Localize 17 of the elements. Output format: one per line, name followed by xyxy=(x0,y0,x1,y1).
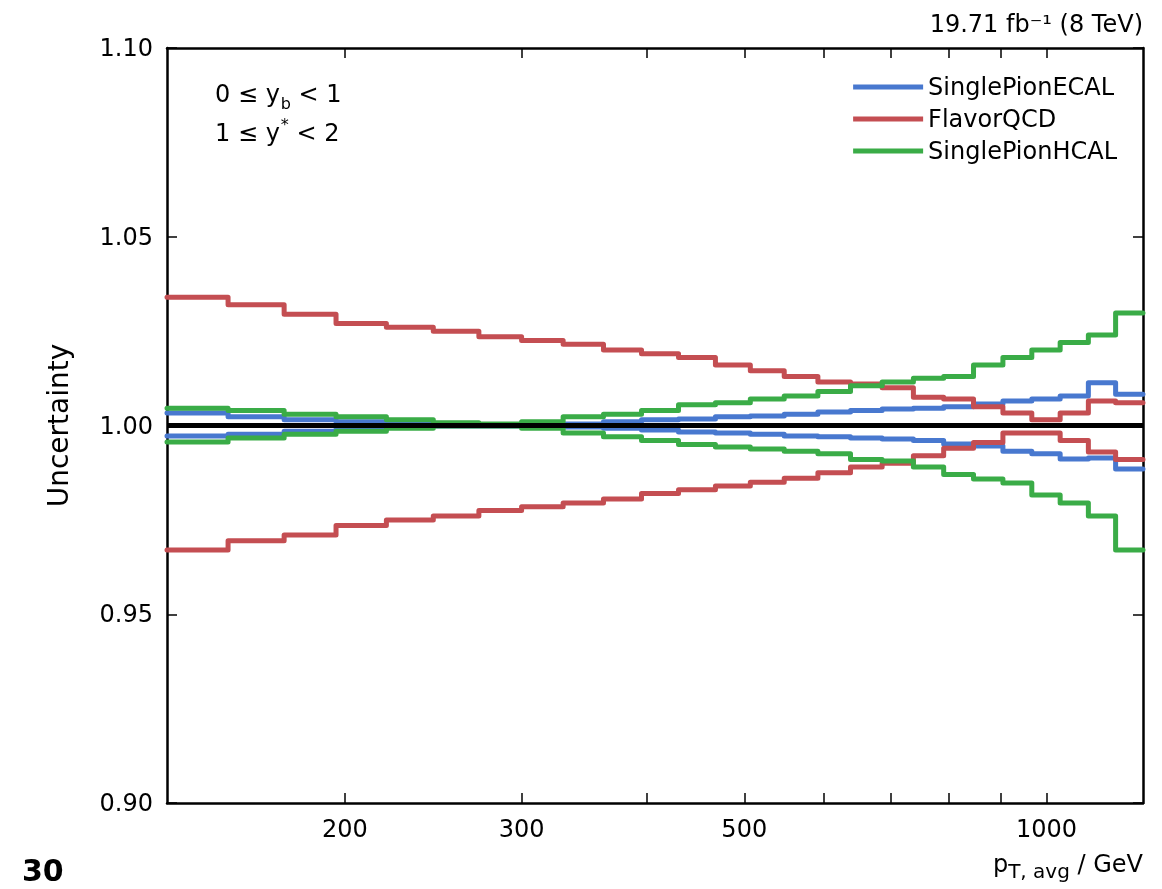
x-tick-label: 300 xyxy=(498,815,545,843)
x-axis-title: p$_{T, avg}$ / GeV xyxy=(992,850,1143,883)
y-tick-label: 1.00 xyxy=(99,411,153,440)
legend-label: SinglePionECAL xyxy=(928,73,1115,101)
text: 30 xyxy=(22,852,64,888)
legend-label: FlavorQCD xyxy=(928,105,1057,133)
annotation: 1 ≤ y* < 2 xyxy=(215,114,340,147)
y-tick-label: 0.90 xyxy=(99,789,153,817)
y-tick-label: 1.05 xyxy=(99,222,153,251)
legend-label: SinglePionHCAL xyxy=(928,137,1118,165)
y-tick-label: 0.95 xyxy=(99,600,153,629)
x-tick-label: 500 xyxy=(721,815,768,843)
x-tick-label: 200 xyxy=(321,815,368,843)
y-axis-title: Uncertainty xyxy=(41,343,75,508)
chart-title: 19.71 fb⁻¹ (8 TeV) xyxy=(929,10,1143,38)
y-tick-label: 1.10 xyxy=(99,34,153,62)
x-tick-label: 1000 xyxy=(1015,815,1077,843)
